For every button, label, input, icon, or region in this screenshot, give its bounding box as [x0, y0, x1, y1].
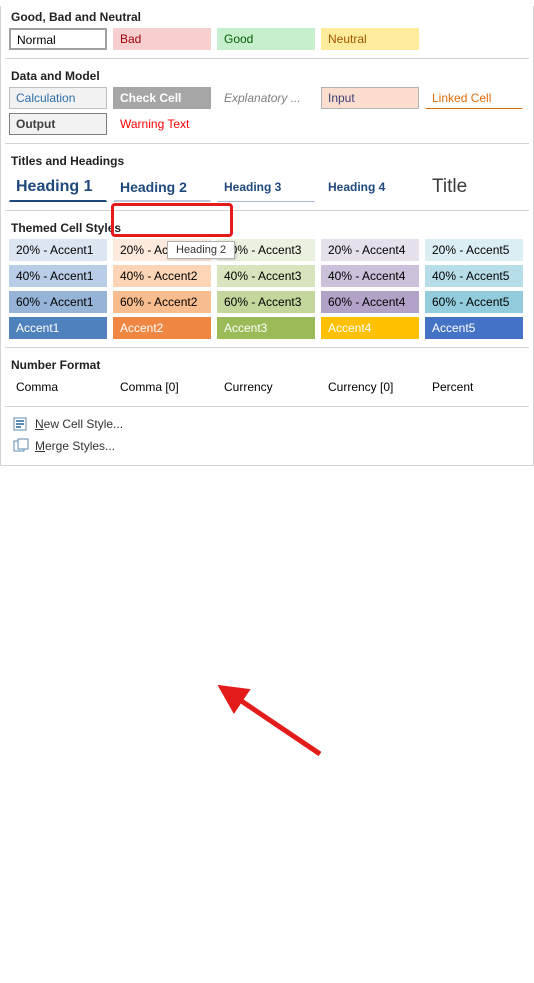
style-tile[interactable]: Accent2	[113, 317, 211, 339]
merge-styles-label: Merge Styles...	[35, 439, 115, 453]
style-tile[interactable]: Currency	[217, 376, 315, 398]
style-tile[interactable]: Warning Text	[113, 113, 211, 135]
divider	[5, 210, 529, 211]
section-title-gbn: Good, Bad and Neutral	[5, 6, 529, 28]
section-title-th: Titles and Headings	[5, 150, 529, 172]
new-cell-style-button[interactable]: New Cell Style...	[13, 413, 521, 435]
style-tile[interactable]: Heading 1	[9, 172, 107, 202]
style-tile[interactable]: Good	[217, 28, 315, 50]
style-tile[interactable]: Check Cell	[113, 87, 211, 109]
style-tile[interactable]: Accent5	[425, 317, 523, 339]
style-tile[interactable]: Normal	[9, 28, 107, 50]
style-tile[interactable]: Neutral	[321, 28, 419, 50]
divider	[5, 347, 529, 348]
style-tile[interactable]: Accent4	[321, 317, 419, 339]
style-tile[interactable]: 60% - Accent4	[321, 291, 419, 313]
section-gbn: Good, Bad and Neutral Normal Bad Good Neutr…	[5, 6, 529, 54]
style-tile[interactable]: Output	[9, 113, 107, 135]
section-title-nf: Number Format	[5, 354, 529, 376]
annotation-arrow	[0, 466, 534, 983]
section-th: Titles and Headings Heading 1Heading 2He…	[5, 150, 529, 206]
style-tile[interactable]: 40% - Accent4	[321, 265, 419, 287]
style-tile[interactable]: 40% - Accent1	[9, 265, 107, 287]
style-tile[interactable]: Explanatory ...	[217, 87, 315, 109]
style-tile[interactable]: 20% - Accent5	[425, 239, 523, 261]
style-tile[interactable]: Currency [0]	[321, 376, 419, 398]
style-tile[interactable]: 60% - Accent2	[113, 291, 211, 313]
cell-styles-panel: Good, Bad and Neutral Normal Bad Good Neutr…	[0, 6, 534, 466]
tooltip-heading2: Heading 2	[167, 241, 235, 259]
footer: New Cell Style... Merge Styles...	[5, 407, 529, 459]
style-tile[interactable]: Heading 2	[113, 172, 211, 202]
style-tile[interactable]: Bad	[113, 28, 211, 50]
new-cell-style-label: New Cell Style...	[35, 417, 123, 431]
section-nf: Number Format Comma Comma [0] Currency Curr…	[5, 354, 529, 402]
style-tile[interactable]: Accent3	[217, 317, 315, 339]
divider	[5, 143, 529, 144]
style-tile[interactable]: Heading 3	[217, 172, 315, 202]
style-tile[interactable]: Heading 4	[321, 172, 419, 202]
style-tile[interactable]: Percent	[425, 376, 523, 398]
style-tile[interactable]: 60% - Accent3	[217, 291, 315, 313]
section-title-dm: Data and Model	[5, 65, 529, 87]
style-tile[interactable]: Title	[425, 172, 523, 202]
merge-styles-icon	[13, 438, 29, 454]
section-themed: Themed Cell Styles 20% - Accent1 20% - Ac…	[5, 217, 529, 343]
style-tile[interactable]: Comma [0]	[113, 376, 211, 398]
style-tile[interactable]: Accent1	[9, 317, 107, 339]
style-tile[interactable]: 20% - Accent1	[9, 239, 107, 261]
style-tile[interactable]: 40% - Accent3	[217, 265, 315, 287]
style-tile[interactable]: 60% - Accent5	[425, 291, 523, 313]
tooltip-text: Heading 2	[176, 244, 226, 256]
section-dm: Data and Model Calculation Check Cell Expl…	[5, 65, 529, 139]
divider	[5, 58, 529, 59]
style-tile[interactable]: 40% - Accent2	[113, 265, 211, 287]
new-style-icon	[13, 416, 29, 432]
style-tile[interactable]: Calculation	[9, 87, 107, 109]
merge-styles-button[interactable]: Merge Styles...	[13, 435, 521, 457]
style-tile[interactable]: 40% - Accent5	[425, 265, 523, 287]
style-tile[interactable]: Comma	[9, 376, 107, 398]
style-tile[interactable]: Input	[321, 87, 419, 109]
section-title-themed: Themed Cell Styles	[5, 217, 529, 239]
style-tile[interactable]: Linked Cell	[425, 87, 523, 109]
style-tile[interactable]: 20% - Accent4	[321, 239, 419, 261]
style-tile[interactable]: 60% - Accent1	[9, 291, 107, 313]
